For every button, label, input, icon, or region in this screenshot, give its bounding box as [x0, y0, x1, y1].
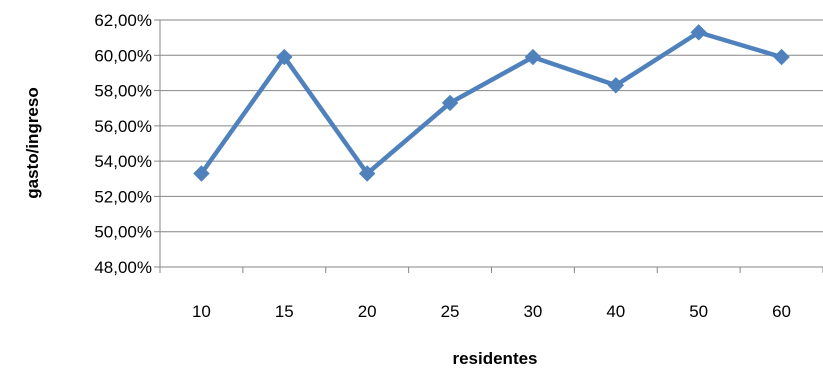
x-tick-labels: 10 15 20 25 30 40 50 60 — [192, 302, 791, 321]
x-tick-label: 30 — [523, 302, 542, 321]
data-point-marker — [773, 48, 790, 66]
x-tick-label: 10 — [192, 302, 211, 321]
y-tick-label: 58,00% — [94, 82, 152, 101]
y-tick-label: 50,00% — [94, 223, 152, 242]
data-point-marker — [358, 165, 376, 182]
y-tick-labels: 48,00% 50,00% 52,00% 54,00% 56,00% 58,00% 60,0… — [94, 11, 152, 277]
x-tick-label: 25 — [441, 302, 460, 321]
y-tick-label: 56,00% — [94, 117, 152, 136]
y-tick-label: 54,00% — [94, 152, 152, 171]
y-tick-label: 52,00% — [94, 187, 152, 206]
y-axis-title: gasto/ingreso — [23, 87, 42, 198]
x-tick-label: 50 — [689, 302, 708, 321]
data-point-marker — [441, 94, 459, 112]
gridlines — [160, 19, 823, 233]
x-tick-label: 60 — [772, 302, 791, 321]
axes — [154, 19, 823, 273]
x-tick-label: 15 — [275, 302, 294, 321]
data-point-marker — [276, 48, 293, 66]
data-point-marker — [193, 165, 210, 182]
x-axis-title: residentes — [452, 349, 537, 368]
series-layer — [193, 24, 790, 182]
data-point-marker — [524, 48, 542, 66]
data-point-marker — [607, 77, 625, 94]
series-line — [199, 30, 783, 176]
y-tick-label: 60,00% — [94, 46, 152, 65]
x-tick-label: 20 — [358, 302, 377, 321]
y-tick-label: 48,00% — [94, 258, 152, 277]
x-tick-label: 40 — [606, 302, 625, 321]
data-point-marker — [690, 24, 707, 41]
y-tick-label: 62,00% — [94, 11, 152, 30]
